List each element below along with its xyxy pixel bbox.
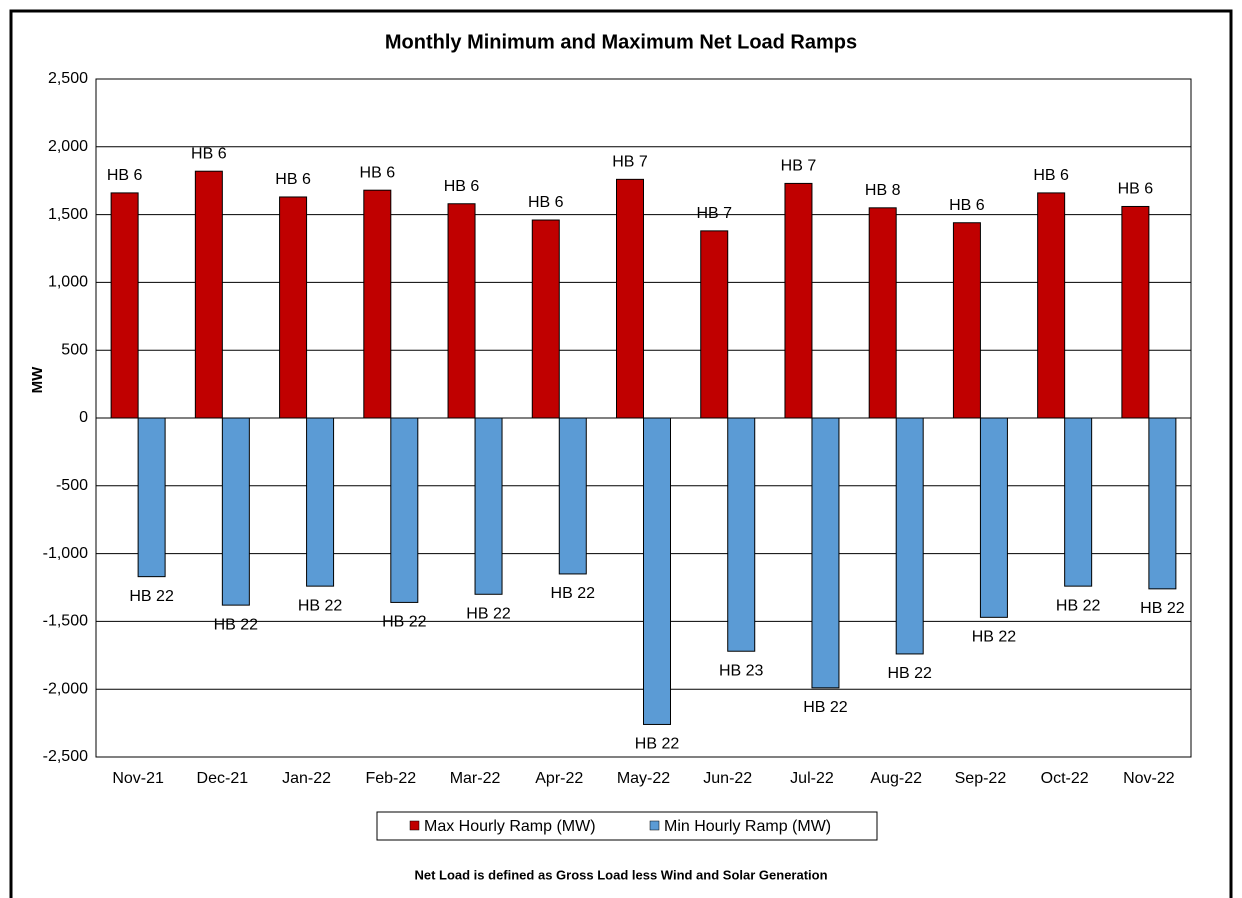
- legend-swatch: [409, 820, 420, 831]
- data-annotation: HB 6: [275, 171, 311, 188]
- data-annotation: HB 6: [444, 178, 480, 195]
- data-annotation: HB 8: [865, 182, 901, 199]
- bar: [390, 417, 419, 603]
- data-annotation: HB 22: [972, 629, 1017, 646]
- data-annotation: HB 22: [382, 614, 427, 631]
- data-annotation: HB 22: [635, 736, 680, 753]
- bar: [979, 417, 1008, 618]
- bar: [868, 207, 897, 419]
- y-axis-label: MW: [29, 366, 46, 393]
- data-annotation: HB 22: [129, 588, 174, 605]
- bar: [558, 417, 587, 575]
- data-annotation: HB 23: [719, 662, 764, 679]
- x-tick-label: Aug-22: [870, 770, 922, 787]
- data-annotation: HB 6: [360, 164, 396, 181]
- data-annotation: HB 22: [1140, 600, 1185, 617]
- legend-label: Max Hourly Ramp (MW): [424, 818, 596, 835]
- x-tick-label: Apr-22: [535, 770, 583, 787]
- bar: [474, 417, 503, 595]
- bar: [531, 219, 560, 419]
- bar: [221, 417, 250, 606]
- bar: [811, 417, 840, 689]
- bar: [700, 230, 729, 419]
- data-annotation: HB 6: [107, 167, 143, 184]
- data-annotation: HB 6: [1118, 181, 1154, 198]
- x-tick-label: Oct-22: [1041, 770, 1089, 787]
- bar: [110, 192, 139, 419]
- data-annotation: HB 6: [949, 197, 985, 214]
- data-annotation: HB 7: [696, 205, 732, 222]
- y-tick-label: 1,500: [48, 206, 88, 223]
- data-annotation: HB 6: [528, 194, 564, 211]
- bar: [895, 417, 924, 655]
- bar: [727, 417, 756, 652]
- bar: [1148, 417, 1177, 590]
- y-tick-label: -1,000: [43, 545, 88, 562]
- legend-swatch: [649, 820, 660, 831]
- data-annotation: HB 22: [803, 699, 848, 716]
- bar: [784, 182, 813, 419]
- y-tick-label: -1,500: [43, 613, 88, 630]
- data-annotation: HB 6: [1033, 167, 1069, 184]
- x-tick-label: Sep-22: [955, 770, 1007, 787]
- data-annotation: HB 7: [781, 158, 817, 175]
- bar: [137, 417, 166, 578]
- bar: [952, 222, 981, 419]
- x-tick-label: Dec-21: [197, 770, 249, 787]
- y-tick-label: -500: [56, 477, 88, 494]
- data-annotation: HB 22: [466, 605, 511, 622]
- data-annotation: HB 22: [1056, 597, 1101, 614]
- chart-border: [9, 9, 1233, 898]
- footnote: Net Load is defined as Gross Load less W…: [414, 867, 827, 882]
- y-tick-label: -2,500: [43, 748, 88, 765]
- x-tick-label: Nov-22: [1123, 770, 1175, 787]
- bar: [363, 189, 392, 419]
- y-tick-label: 2,000: [48, 138, 88, 155]
- bar: [616, 178, 644, 419]
- x-tick-label: May-22: [617, 770, 670, 787]
- x-tick-label: Jan-22: [282, 770, 331, 787]
- bar: [643, 417, 671, 725]
- data-annotation: HB 7: [612, 154, 648, 171]
- y-tick-label: 1,000: [48, 274, 88, 291]
- data-annotation: HB 22: [298, 597, 343, 614]
- legend-label: Min Hourly Ramp (MW): [664, 818, 831, 835]
- x-tick-label: Jul-22: [790, 770, 834, 787]
- bar: [279, 196, 308, 419]
- bar: [447, 203, 476, 419]
- data-annotation: HB 22: [887, 665, 932, 682]
- y-tick-label: 2,500: [48, 70, 88, 87]
- data-annotation: HB 22: [551, 585, 596, 602]
- bar: [1064, 417, 1093, 587]
- bar: [306, 417, 335, 587]
- y-tick-label: 0: [79, 409, 88, 426]
- data-annotation: HB 22: [214, 616, 259, 633]
- bar: [1037, 192, 1066, 419]
- bar: [1121, 205, 1150, 419]
- bar: [194, 170, 223, 419]
- data-annotation: HB 6: [191, 145, 227, 162]
- x-tick-label: Mar-22: [450, 770, 501, 787]
- chart-title: Monthly Minimum and Maximum Net Load Ram…: [385, 31, 857, 53]
- x-tick-label: Feb-22: [365, 770, 416, 787]
- legend-box: [376, 811, 878, 841]
- y-tick-label: -2,000: [43, 680, 88, 697]
- y-tick-label: 500: [61, 341, 88, 358]
- x-tick-label: Jun-22: [703, 770, 752, 787]
- x-tick-label: Nov-21: [112, 770, 164, 787]
